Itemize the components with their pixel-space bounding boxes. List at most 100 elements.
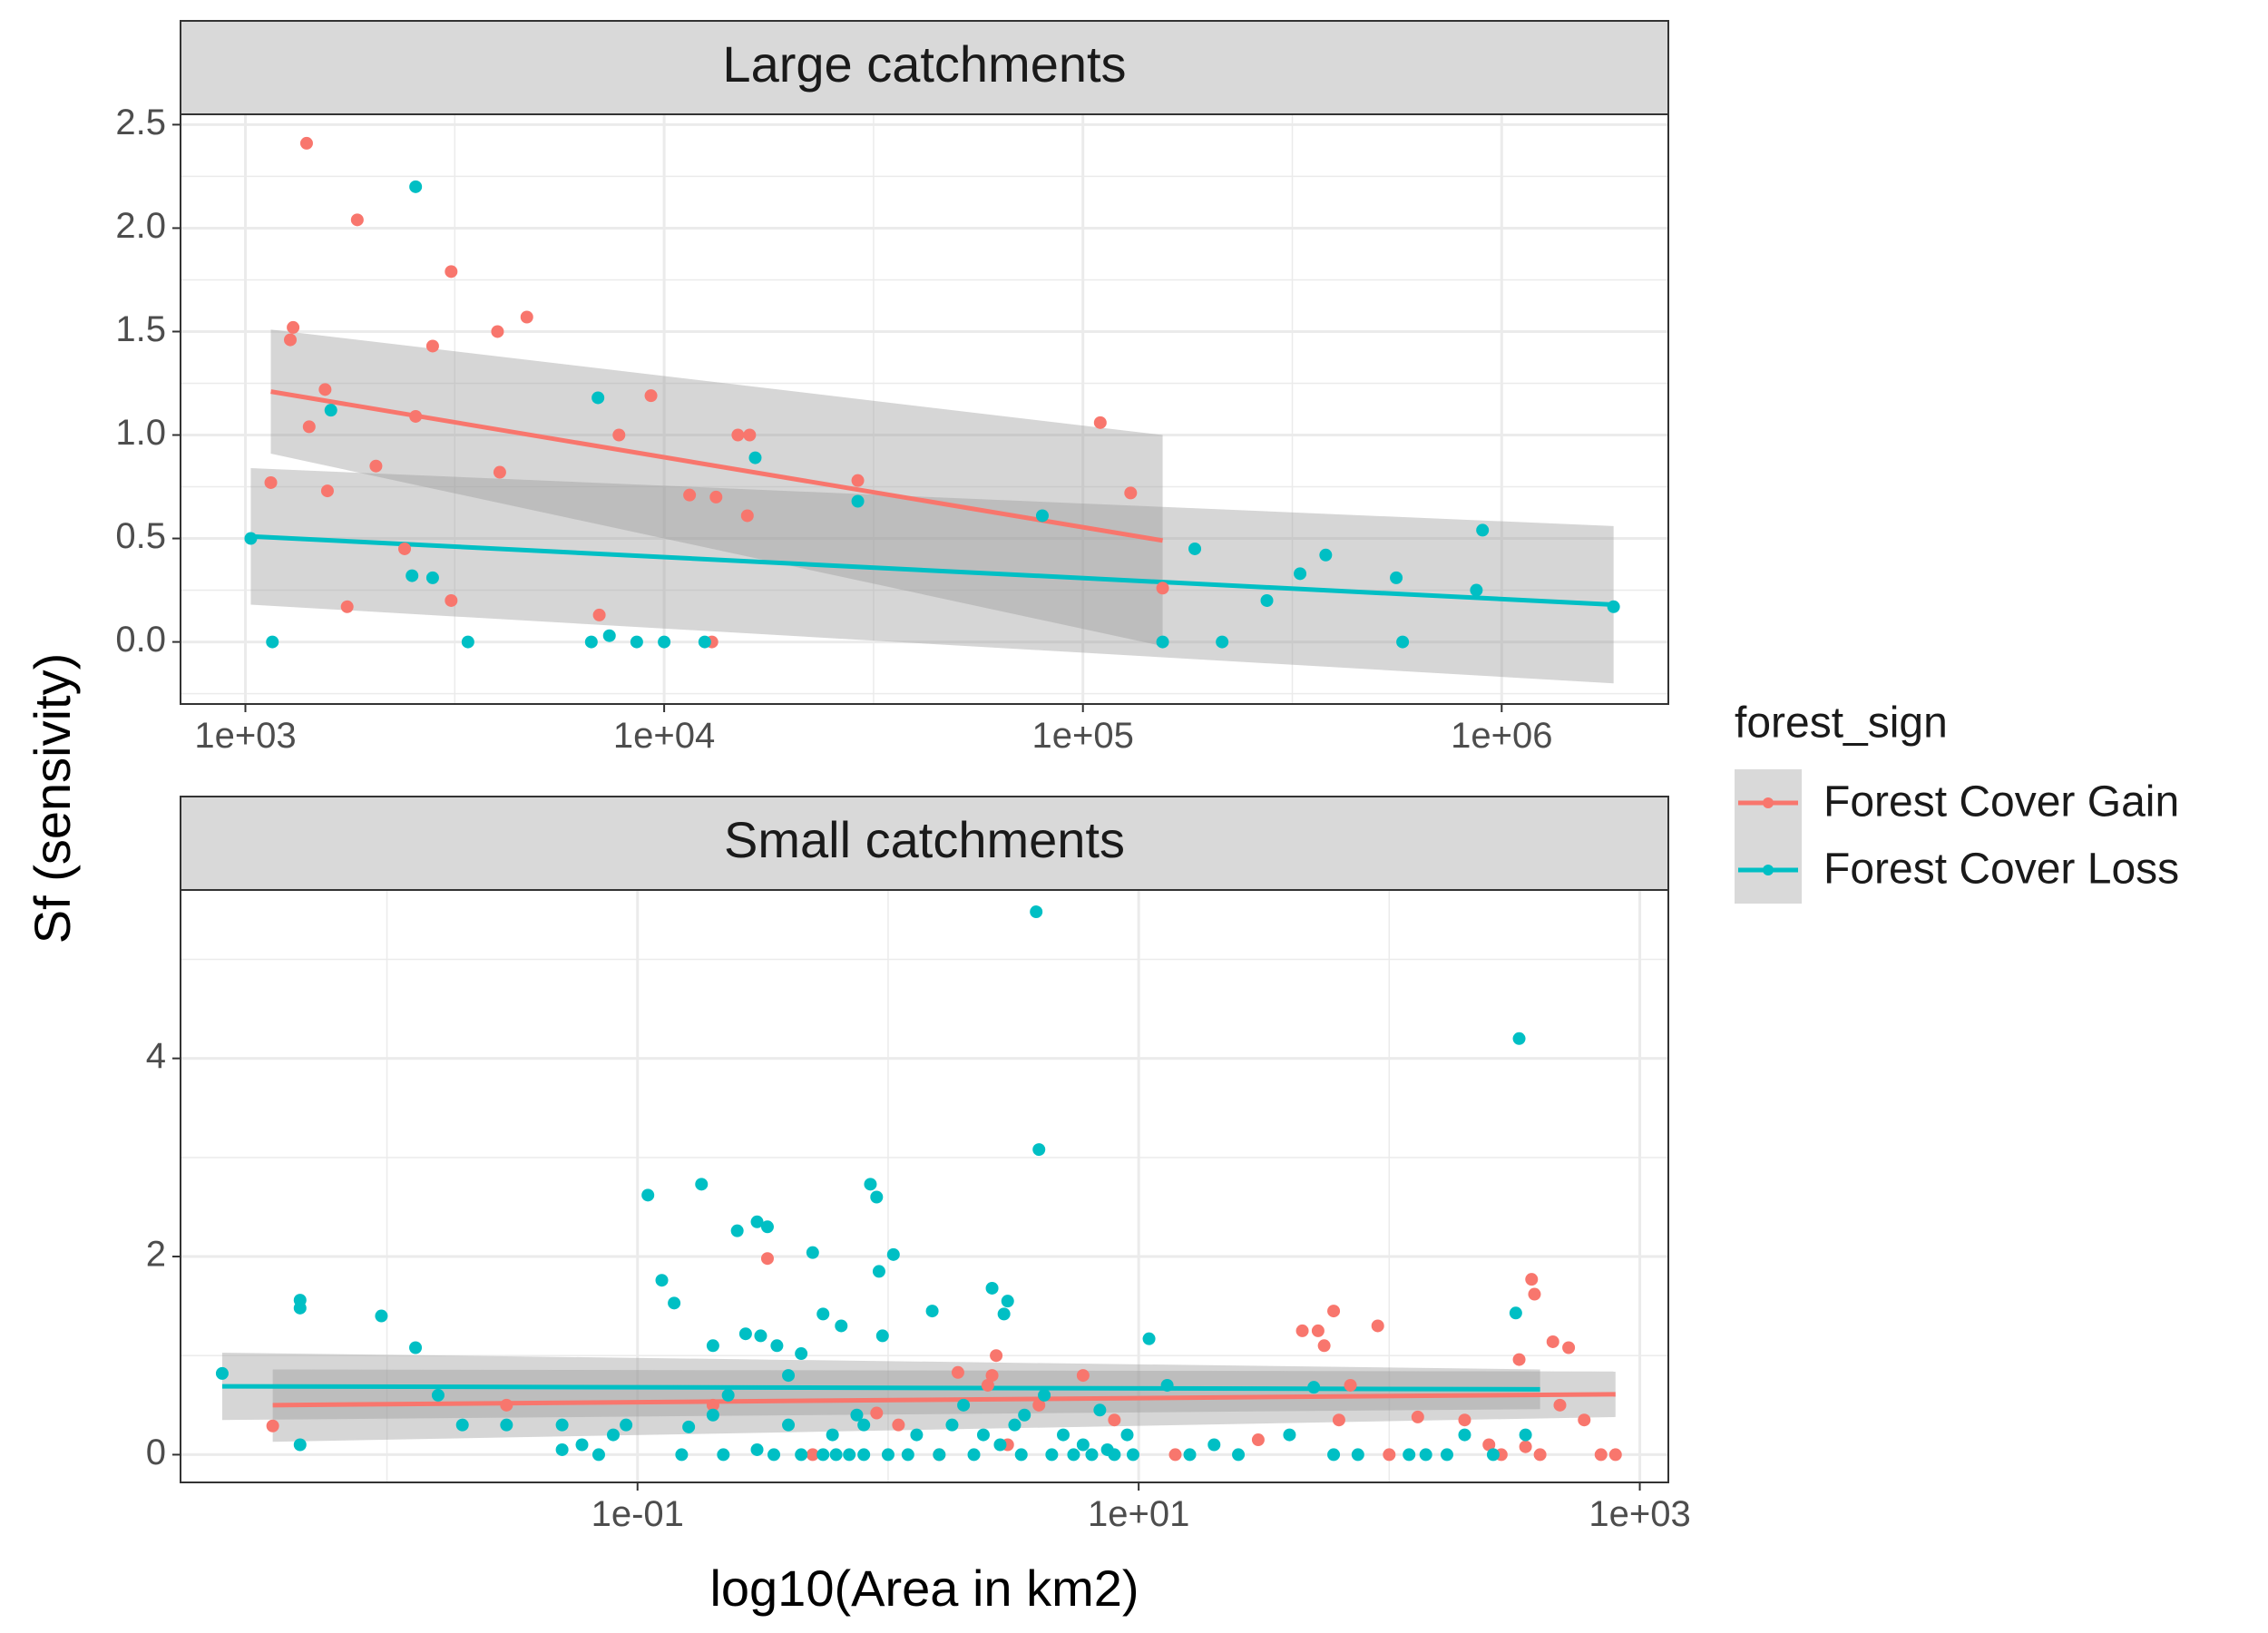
data-point	[455, 1418, 469, 1432]
data-point	[997, 1307, 1011, 1321]
data-point	[1486, 1448, 1500, 1462]
data-point	[816, 1307, 830, 1321]
x-tick-label: 1e+04	[613, 716, 715, 756]
data-point	[829, 1448, 843, 1462]
data-point	[409, 180, 423, 193]
legend-key-gain	[1735, 769, 1802, 836]
y-tick-label: 2.5	[115, 103, 166, 142]
ci-ribbon	[270, 329, 1163, 647]
data-point	[782, 1369, 796, 1383]
panel-large-catchments: Large catchments 0.0 0.5 1.0 1.5 2.0 2.5 1e+03…	[115, 20, 1669, 756]
data-point	[500, 1398, 513, 1412]
trend-line	[250, 533, 1614, 608]
data-point	[933, 1448, 946, 1462]
data-point	[431, 1388, 445, 1402]
data-point	[409, 409, 423, 423]
data-point	[1216, 635, 1229, 649]
data-point	[976, 1428, 990, 1442]
data-point	[668, 1296, 681, 1310]
data-point	[910, 1428, 924, 1442]
trend-line	[221, 1384, 1540, 1392]
data-point	[851, 494, 865, 508]
data-point	[1045, 1448, 1059, 1462]
panel-large-points	[244, 136, 1620, 649]
data-point	[740, 509, 754, 523]
panel-large-plot-bg	[181, 114, 1668, 704]
data-point	[406, 569, 419, 582]
data-point	[1120, 1428, 1134, 1442]
x-tick-label: 1e+01	[1088, 1494, 1189, 1534]
data-point	[1126, 1448, 1139, 1462]
data-point	[1512, 1353, 1526, 1366]
data-point	[1124, 486, 1138, 500]
data-point	[1509, 1306, 1522, 1320]
data-point	[770, 1339, 784, 1353]
x-axis-title: log10(Area in km2)	[709, 1560, 1139, 1617]
data-point	[302, 420, 316, 434]
data-point	[1207, 1438, 1221, 1452]
data-point	[1035, 509, 1049, 523]
data-point	[767, 1448, 781, 1462]
data-point	[795, 1347, 808, 1361]
data-point	[857, 1448, 871, 1462]
data-point	[1519, 1440, 1532, 1453]
panel-small-ticks: 0 2 4 1e-01 1e+01 1e+03	[146, 1036, 1691, 1534]
data-point	[1001, 1295, 1014, 1308]
data-point	[369, 459, 383, 473]
data-point	[698, 635, 711, 649]
data-point	[945, 1418, 959, 1432]
data-point	[283, 333, 297, 347]
data-point	[706, 1339, 719, 1353]
data-point	[1319, 548, 1333, 562]
data-point	[806, 1246, 819, 1259]
legend-label-gain: Forest Cover Gain	[1823, 778, 2179, 826]
data-point	[1528, 1287, 1541, 1301]
data-point	[1056, 1428, 1070, 1442]
data-point	[1067, 1448, 1080, 1462]
data-point	[886, 1247, 900, 1261]
data-point	[1327, 1448, 1341, 1462]
data-point	[1311, 1324, 1325, 1337]
data-point	[1032, 1398, 1046, 1412]
data-point	[1519, 1428, 1532, 1442]
y-tick-label: 0.5	[115, 516, 166, 556]
data-point	[1093, 1403, 1107, 1417]
data-point	[1100, 1442, 1114, 1456]
data-point	[324, 404, 337, 417]
legend-label-loss: Forest Cover Loss	[1823, 846, 2179, 894]
data-point	[850, 1408, 864, 1422]
data-point	[1553, 1398, 1567, 1412]
data-point	[892, 1418, 905, 1432]
data-point	[851, 474, 865, 487]
data-point	[1351, 1448, 1364, 1462]
data-point	[320, 484, 334, 498]
panel-large-ci-ribbons	[250, 329, 1614, 684]
y-tick-label: 0	[146, 1433, 166, 1472]
data-point	[730, 1224, 744, 1237]
data-point	[695, 1178, 709, 1191]
data-point	[925, 1305, 939, 1318]
data-point	[1458, 1413, 1471, 1427]
data-point	[1093, 416, 1107, 429]
data-point	[1440, 1448, 1453, 1462]
panel-large-ticks: 0.0 0.5 1.0 1.5 2.0 2.5 1e+03 1e+04 1e+05 1e+06	[115, 103, 1552, 756]
data-point	[1295, 1324, 1309, 1337]
data-point	[1327, 1305, 1341, 1318]
data-point	[641, 1188, 655, 1202]
data-point	[717, 1448, 730, 1462]
data-point	[1294, 567, 1307, 581]
data-point	[1283, 1428, 1296, 1442]
data-point	[520, 310, 533, 324]
data-point	[1458, 1428, 1471, 1442]
data-point	[592, 608, 606, 621]
panel-large-border	[180, 113, 1669, 705]
data-point	[1344, 1378, 1357, 1392]
data-point	[816, 1448, 830, 1462]
data-point	[1156, 582, 1169, 595]
data-point	[1183, 1448, 1197, 1462]
data-point	[1030, 905, 1043, 919]
data-point	[591, 1448, 605, 1462]
data-point	[215, 1366, 229, 1380]
data-point	[299, 136, 313, 150]
